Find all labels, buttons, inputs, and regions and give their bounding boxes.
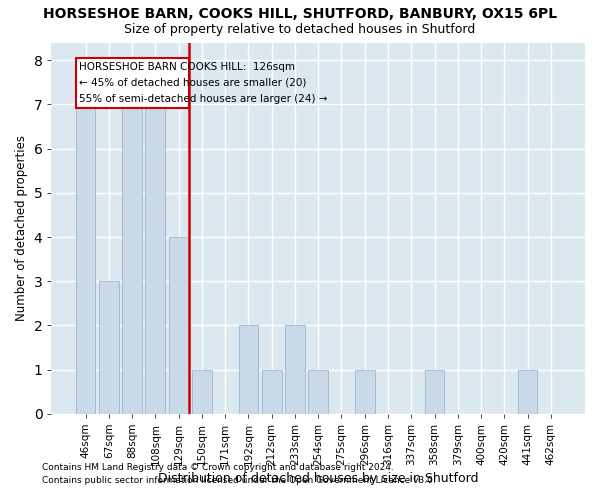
Text: Contains HM Land Registry data © Crown copyright and database right 2024.: Contains HM Land Registry data © Crown c… <box>42 462 394 471</box>
Y-axis label: Number of detached properties: Number of detached properties <box>15 135 28 321</box>
Bar <box>76 104 95 414</box>
Bar <box>355 370 374 414</box>
Bar <box>145 104 165 414</box>
Text: Contains public sector information licensed under the Open Government Licence v3: Contains public sector information licen… <box>42 476 436 485</box>
Bar <box>122 104 142 414</box>
Text: HORSESHOE BARN, COOKS HILL, SHUTFORD, BANBURY, OX15 6PL: HORSESHOE BARN, COOKS HILL, SHUTFORD, BA… <box>43 8 557 22</box>
Bar <box>518 370 538 414</box>
Text: Size of property relative to detached houses in Shutford: Size of property relative to detached ho… <box>124 22 476 36</box>
Text: HORSESHOE BARN COOKS HILL:  126sqm: HORSESHOE BARN COOKS HILL: 126sqm <box>79 62 295 72</box>
FancyBboxPatch shape <box>76 58 188 108</box>
Text: 55% of semi-detached houses are larger (24) →: 55% of semi-detached houses are larger (… <box>79 94 328 104</box>
Bar <box>99 282 119 414</box>
Bar <box>239 326 259 414</box>
Bar <box>285 326 305 414</box>
Bar <box>169 237 188 414</box>
Bar <box>192 370 212 414</box>
Bar <box>425 370 445 414</box>
Bar <box>308 370 328 414</box>
Text: ← 45% of detached houses are smaller (20): ← 45% of detached houses are smaller (20… <box>79 78 307 88</box>
Bar <box>262 370 281 414</box>
X-axis label: Distribution of detached houses by size in Shutford: Distribution of detached houses by size … <box>158 472 478 485</box>
